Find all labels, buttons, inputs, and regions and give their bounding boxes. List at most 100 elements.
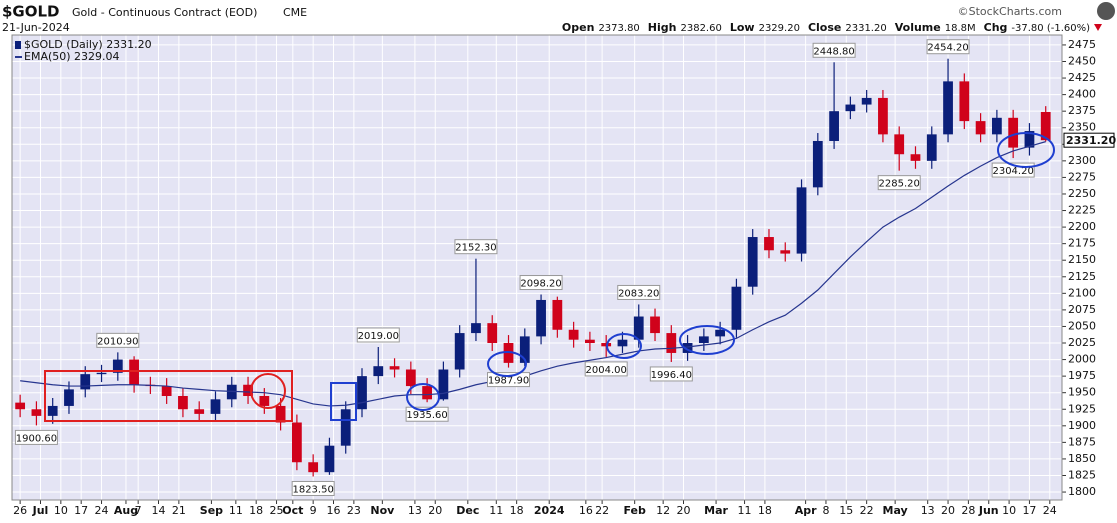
y-tick-label: 1925 bbox=[1068, 402, 1096, 415]
x-tick-label: 18 bbox=[249, 504, 263, 517]
candle-body bbox=[796, 187, 807, 254]
header-value: 2331.20 bbox=[845, 23, 886, 34]
x-tick-label: 20 bbox=[428, 504, 442, 517]
subtitle: Gold - Continuous Contract (EOD) bbox=[72, 6, 257, 19]
y-tick-label: 2000 bbox=[1068, 353, 1096, 366]
x-tick-label: 26 bbox=[13, 504, 27, 517]
candle-body bbox=[96, 372, 107, 375]
y-tick-label: 2425 bbox=[1068, 71, 1096, 84]
candle-body bbox=[308, 462, 319, 473]
ellipse-blue bbox=[406, 383, 440, 411]
x-tick-label: 15 bbox=[839, 504, 853, 517]
header-label: Low bbox=[730, 21, 755, 34]
x-tick-label: 20 bbox=[941, 504, 955, 517]
annotation-label: 1900.60 bbox=[16, 433, 57, 444]
exchange: CME bbox=[283, 6, 307, 19]
candle-body bbox=[943, 81, 953, 135]
x-tick-label: 17 bbox=[74, 504, 88, 517]
y-tick-label: 2275 bbox=[1068, 170, 1096, 183]
y-tick-label: 1875 bbox=[1068, 435, 1096, 448]
candle-body bbox=[536, 299, 546, 337]
annotation-label: 1823.50 bbox=[292, 484, 333, 495]
x-tick-label: Nov bbox=[370, 504, 395, 517]
legend-ema: EMA(50) 2329.04 bbox=[24, 50, 120, 63]
candle-body bbox=[389, 366, 400, 370]
ellipse-blue bbox=[679, 325, 735, 355]
x-tick-label: 20 bbox=[677, 504, 691, 517]
plot-border bbox=[11, 34, 1063, 501]
date: 21-Jun-2024 bbox=[2, 21, 70, 34]
x-tick-label: 24 bbox=[1043, 504, 1057, 517]
y-tick-label: 2200 bbox=[1068, 220, 1096, 233]
candle-body bbox=[454, 333, 465, 370]
annotation-label: 2448.80 bbox=[813, 46, 854, 57]
candle-body bbox=[829, 111, 839, 141]
header-label: Chg bbox=[984, 21, 1008, 34]
header-value: 18.8M bbox=[945, 23, 976, 34]
candle-body bbox=[324, 445, 335, 473]
annotation-box bbox=[649, 366, 693, 382]
candle-body bbox=[992, 117, 1002, 135]
close-icon[interactable] bbox=[1097, 2, 1115, 20]
y-tick-label: 2175 bbox=[1068, 237, 1096, 250]
candle-body bbox=[292, 422, 302, 463]
circle-red bbox=[250, 373, 286, 409]
annotation-box bbox=[405, 406, 449, 422]
candle-body bbox=[682, 343, 693, 353]
plot-area bbox=[12, 35, 1062, 500]
x-tick-label: 14 bbox=[152, 504, 166, 517]
y-tick-label: 1975 bbox=[1068, 369, 1096, 382]
candle-body bbox=[1008, 117, 1019, 148]
candle-body bbox=[373, 366, 384, 377]
candle-body bbox=[585, 339, 595, 344]
candle-body bbox=[31, 409, 42, 416]
x-tick-label: 10 bbox=[1002, 504, 1016, 517]
candle-body bbox=[47, 405, 58, 416]
annotation-box bbox=[519, 275, 563, 291]
x-tick-label: 21 bbox=[172, 504, 186, 517]
y-tick-label: 2475 bbox=[1068, 38, 1096, 51]
candle-body bbox=[1024, 131, 1035, 148]
x-tick-label: 28 bbox=[961, 504, 975, 517]
candle-body bbox=[340, 409, 351, 446]
x-tick-label: Mar bbox=[704, 504, 728, 517]
y-tick-label: 2250 bbox=[1068, 187, 1096, 200]
annotation-box bbox=[14, 429, 58, 445]
candle-body bbox=[243, 384, 253, 397]
drawn-shapes bbox=[44, 132, 1055, 422]
candle-body bbox=[552, 299, 563, 330]
ema-line bbox=[20, 141, 1046, 407]
candle-body bbox=[129, 359, 139, 385]
header-label: High bbox=[648, 21, 677, 34]
annotation-label: 2019.00 bbox=[358, 331, 399, 342]
annotation-label: 2083.20 bbox=[618, 288, 659, 299]
x-tick-label: 7 bbox=[135, 504, 142, 517]
candle-body bbox=[259, 396, 270, 406]
header-label: Close bbox=[808, 21, 841, 34]
x-tick-label: 16 bbox=[327, 504, 341, 517]
ellipse-blue bbox=[997, 132, 1055, 168]
x-tick-label: 18 bbox=[758, 504, 772, 517]
candle-body bbox=[64, 389, 74, 406]
legend-icon bbox=[15, 41, 21, 49]
x-tick-label: May bbox=[883, 504, 908, 517]
y-tick-label: 1900 bbox=[1068, 419, 1096, 432]
x-tick-label: Jul bbox=[32, 504, 49, 517]
y-tick-label: 2450 bbox=[1068, 54, 1096, 67]
box-red bbox=[44, 370, 293, 422]
x-tick-label: Jun bbox=[978, 504, 999, 517]
candle-body bbox=[1040, 111, 1051, 141]
candle-body bbox=[487, 323, 498, 344]
y-tick-label: 2025 bbox=[1068, 336, 1096, 349]
candle-body bbox=[812, 140, 823, 188]
x-tick-label: 10 bbox=[54, 504, 68, 517]
ellipse-blue bbox=[487, 351, 527, 377]
legend-price: $GOLD (Daily) 2331.20 bbox=[24, 38, 152, 51]
header-value: 2373.80 bbox=[598, 23, 639, 34]
candle-body bbox=[194, 409, 205, 414]
header-label: Open bbox=[562, 21, 595, 34]
annotation-label: 1987.90 bbox=[488, 376, 529, 387]
x-tick-label: 2024 bbox=[534, 504, 565, 517]
annotation-label: 2098.20 bbox=[520, 279, 561, 290]
